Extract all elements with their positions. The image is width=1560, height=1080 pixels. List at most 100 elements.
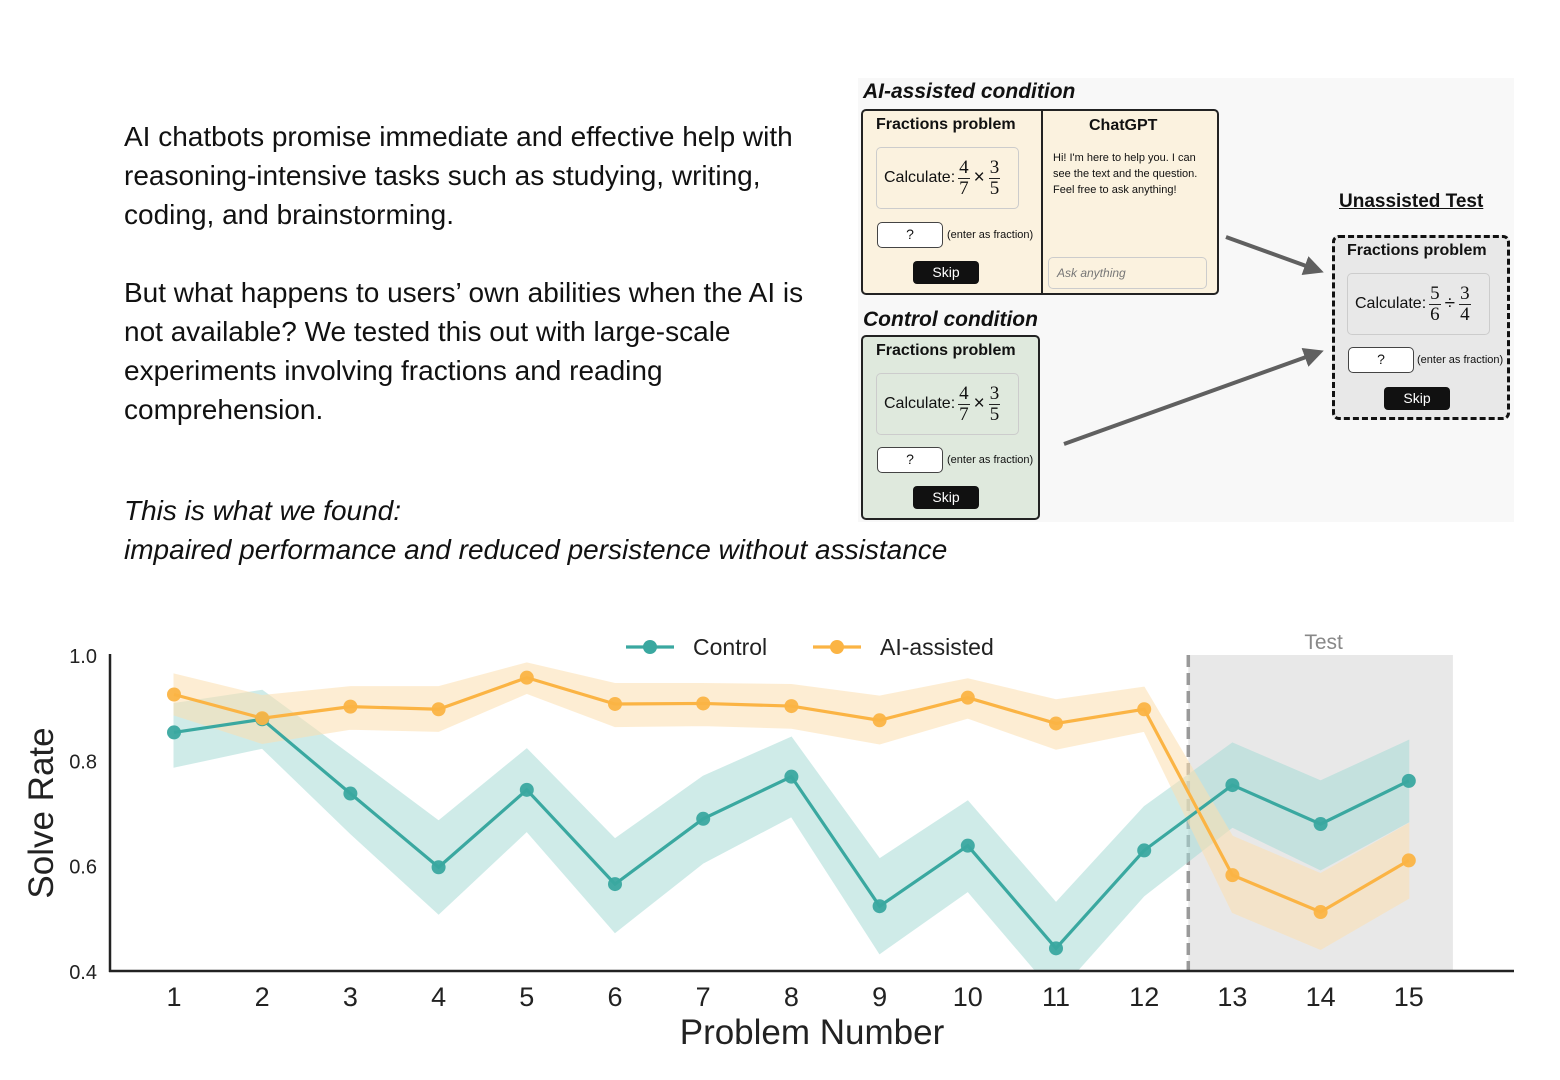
finding-line-1: This is what we found: — [124, 495, 402, 526]
y-tick-label-1.0: 1.0 — [69, 646, 97, 668]
control-answer-input[interactable]: ? — [877, 447, 943, 473]
series-point-ai-assisted-2 — [255, 711, 270, 726]
chat-title: ChatGPT — [1089, 117, 1158, 134]
x-tick-label-11: 11 — [1042, 982, 1070, 1012]
series-point-control-1 — [167, 725, 181, 740]
x-tick-label-3: 3 — [343, 982, 358, 1012]
chat-message: Hi! I'm here to help you. I can see the … — [1053, 152, 1198, 196]
x-tick-label-13: 13 — [1217, 982, 1247, 1012]
experiment-figure: AI-assisted condition Fractions problem … — [858, 78, 1514, 522]
ai-answer-hint: (enter as fraction) — [947, 229, 1034, 241]
test-answer-hint: (enter as fraction) — [1417, 354, 1504, 366]
series-point-ai-assisted-13 — [1225, 868, 1240, 883]
calculate-label: Calculate: — [884, 395, 956, 412]
x-tick-label-6: 6 — [607, 982, 622, 1012]
series-point-ai-assisted-1 — [167, 687, 181, 702]
intro-paragraph-1: AI chatbots promise immediate and effect… — [124, 121, 793, 230]
series-point-ai-assisted-11 — [1049, 716, 1063, 731]
x-axis-label: Problem Number — [680, 1013, 945, 1052]
series-point-control-11 — [1049, 941, 1063, 956]
series-point-control-5 — [519, 782, 534, 797]
x-tick-label-7: 7 — [696, 982, 711, 1012]
series-point-control-3 — [343, 786, 358, 801]
series-point-ai-assisted-8 — [784, 699, 799, 714]
series-group — [167, 662, 1416, 971]
test-skip-button[interactable]: Skip — [1384, 387, 1450, 410]
operator: × — [973, 393, 985, 414]
series-point-ai-assisted-15 — [1401, 853, 1416, 868]
series-point-ai-assisted-5 — [519, 670, 534, 685]
series-point-ai-assisted-7 — [696, 696, 711, 711]
test-title: Unassisted Test — [1339, 191, 1484, 212]
legend-label-ai-assisted: AI-assisted — [880, 634, 994, 660]
x-tick-label-10: 10 — [953, 982, 983, 1012]
panel-divider — [1041, 111, 1043, 293]
legend-label-control: Control — [693, 634, 767, 660]
ai-answer-input[interactable]: ? — [877, 222, 943, 248]
series-point-control-10 — [960, 838, 975, 853]
series-point-ai-assisted-6 — [608, 696, 622, 711]
series-point-ai-assisted-4 — [431, 702, 446, 717]
x-tick-label-4: 4 — [431, 982, 446, 1012]
x-tick-label-1: 1 — [166, 982, 181, 1012]
control-problem-heading: Fractions problem — [876, 342, 1016, 359]
x-tick-label-12: 12 — [1129, 982, 1159, 1012]
test-region-label: Test — [1304, 631, 1343, 654]
intro-text: AI chatbots promise immediate and effect… — [124, 117, 844, 429]
calculate-label: Calculate: — [1355, 295, 1427, 312]
series-point-ai-assisted-10 — [960, 690, 975, 705]
arrow-ai-to-test — [1225, 235, 1324, 275]
x-tick-label-9: 9 — [872, 982, 887, 1012]
series-point-control-14 — [1313, 817, 1328, 832]
series-band-ai-assisted — [173, 662, 1410, 950]
y-tick-label-0.8: 0.8 — [69, 751, 97, 773]
test-problem-heading: Fractions problem — [1347, 242, 1487, 259]
arrow-control-to-test — [1063, 348, 1324, 446]
series-point-control-8 — [784, 769, 799, 784]
series-point-ai-assisted-9 — [872, 713, 887, 728]
series-point-ai-assisted-14 — [1313, 905, 1328, 920]
x-tick-label-5: 5 — [519, 982, 534, 1012]
x-tick-label-15: 15 — [1394, 982, 1424, 1012]
ai-condition-title: AI-assisted condition — [863, 80, 1076, 103]
finding-text: This is what we found: impaired performa… — [124, 491, 947, 569]
control-answer-hint: (enter as fraction) — [947, 454, 1034, 466]
series-point-control-9 — [872, 899, 887, 914]
series-point-control-7 — [696, 811, 711, 826]
control-skip-button[interactable]: Skip — [913, 486, 979, 509]
x-tick-label-14: 14 — [1306, 982, 1336, 1012]
test-answer-input[interactable]: ? — [1348, 347, 1414, 373]
series-point-control-6 — [608, 877, 622, 892]
operator: × — [973, 167, 985, 188]
y-axis-label: Solve Rate — [22, 727, 61, 898]
y-tick-label-0.6: 0.6 — [69, 857, 97, 879]
x-tick-label-8: 8 — [784, 982, 799, 1012]
chat-input[interactable]: Ask anything — [1048, 257, 1207, 289]
intro-paragraph-2: But what happens to users’ own abilities… — [124, 277, 804, 425]
arrows — [1063, 235, 1324, 446]
x-tick-label-2: 2 — [255, 982, 270, 1012]
series-point-ai-assisted-3 — [343, 699, 358, 714]
series-point-control-15 — [1401, 773, 1416, 788]
ai-problem-heading: Fractions problem — [876, 116, 1016, 133]
control-condition-title: Control condition — [863, 308, 1038, 331]
calculate-label: Calculate: — [884, 169, 956, 186]
ai-skip-button[interactable]: Skip — [913, 261, 979, 284]
operator: ÷ — [1444, 293, 1456, 314]
legend-marker-control — [643, 640, 657, 654]
y-tick-label-0.4: 0.4 — [69, 962, 97, 984]
legend-marker-ai-assisted — [830, 640, 844, 654]
series-point-control-13 — [1225, 778, 1240, 793]
